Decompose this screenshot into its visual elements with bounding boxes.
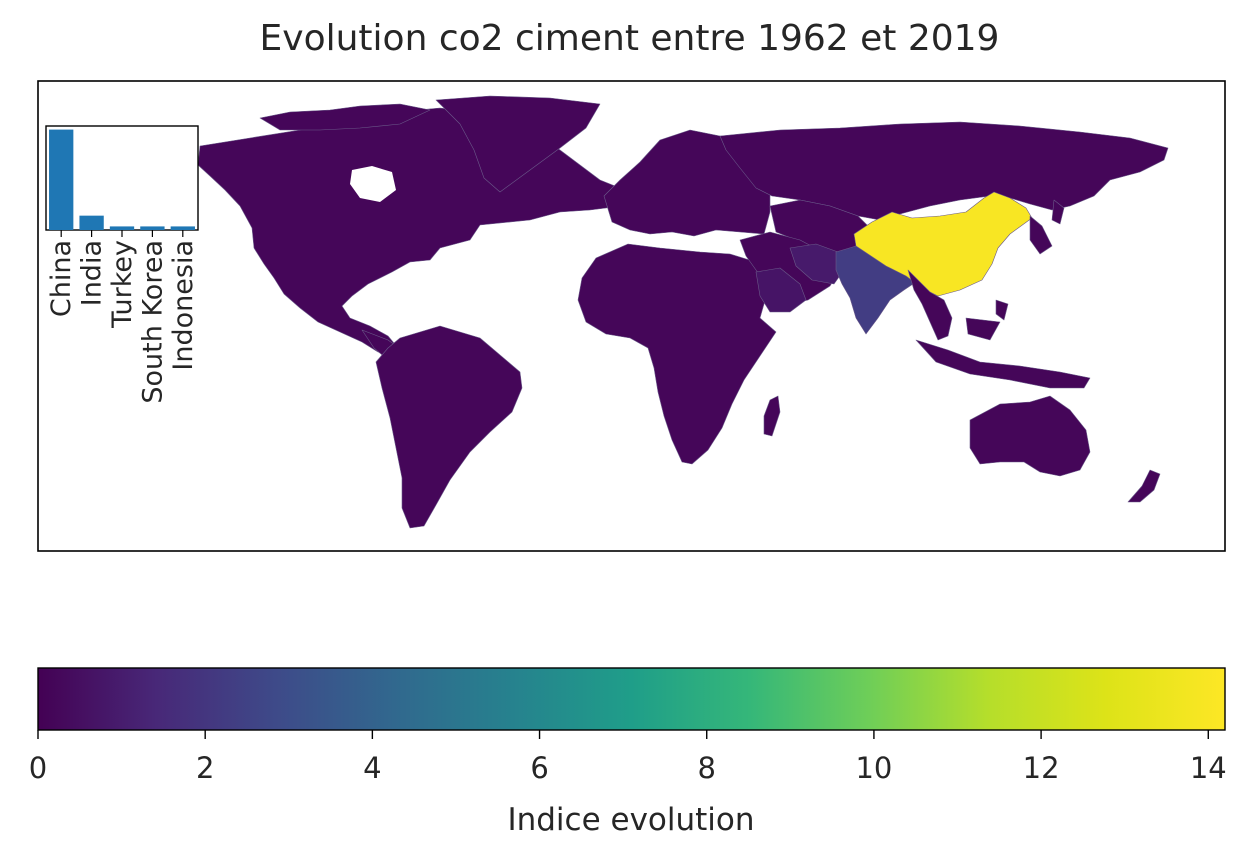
region-china xyxy=(853,191,1033,297)
colorbar-tick-label: 10 xyxy=(855,751,892,785)
inset-category-label: India xyxy=(77,240,108,306)
region-japan-korea xyxy=(1029,199,1065,255)
inset-category-label: China xyxy=(46,240,77,317)
inset-bar xyxy=(49,129,74,230)
colorbar: 0 2 4 6 8 10 12 14 Indice evolution xyxy=(29,667,1227,838)
colorbar-tick-label: 14 xyxy=(1190,751,1227,785)
region-madagascar xyxy=(763,395,781,437)
inset-category-label: South Korea xyxy=(137,240,168,404)
colorbar-tick-label: 6 xyxy=(530,751,548,785)
colorbar-label: Indice evolution xyxy=(507,802,754,838)
region-indonesia xyxy=(915,299,1091,389)
inset-bar xyxy=(170,226,195,230)
inset-bar xyxy=(140,226,165,230)
map-panel: China India Turkey South Korea Indonesia xyxy=(37,80,1226,552)
inset-bar xyxy=(79,215,104,230)
inset-category-label: Indonesia xyxy=(168,240,199,371)
inset-category-label: Turkey xyxy=(107,240,138,329)
colorbar-tick-label: 8 xyxy=(698,751,716,785)
region-africa xyxy=(577,243,777,465)
region-new-zealand xyxy=(1127,469,1161,503)
region-south-america xyxy=(375,325,523,529)
hudson-bay xyxy=(350,166,396,202)
colorbar-frame xyxy=(37,667,1226,731)
colorbar-tick-label: 12 xyxy=(1023,751,1060,785)
region-southeast-asia xyxy=(907,269,953,341)
region-saudi-arabia xyxy=(755,267,807,313)
colorbar-tick-label: 0 xyxy=(29,751,47,785)
colorbar-tick-label: 4 xyxy=(363,751,381,785)
chart-title: Evolution co2 ciment entre 1962 et 2019 xyxy=(259,18,1000,59)
region-greenland xyxy=(435,95,601,193)
colorbar-tick-label: 2 xyxy=(196,751,214,785)
inset-bar xyxy=(109,226,135,230)
inset-bar-chart: China India Turkey South Korea Indonesia xyxy=(45,125,199,404)
colorbar-gradient xyxy=(38,668,1225,730)
region-europe xyxy=(603,129,771,237)
region-australia xyxy=(969,395,1091,477)
region-russia xyxy=(719,121,1169,221)
region-arctic-islands xyxy=(259,103,431,131)
